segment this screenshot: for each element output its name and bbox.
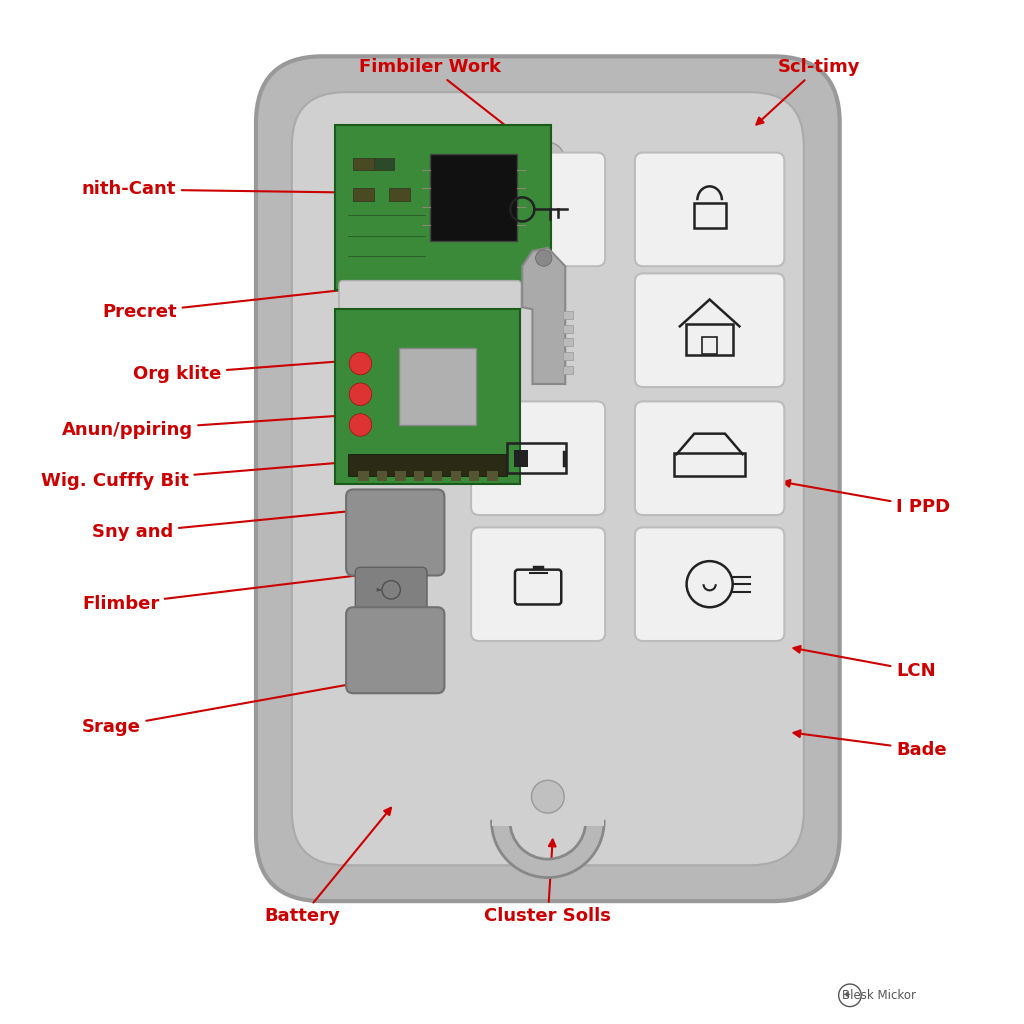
FancyBboxPatch shape xyxy=(563,352,573,360)
FancyBboxPatch shape xyxy=(469,471,479,481)
FancyBboxPatch shape xyxy=(492,796,604,826)
Text: Wig. Cufffy Bit: Wig. Cufffy Bit xyxy=(41,454,420,490)
FancyBboxPatch shape xyxy=(635,153,784,266)
Text: Fimbiler Work: Fimbiler Work xyxy=(359,57,544,156)
Circle shape xyxy=(349,414,372,436)
Text: Sny and: Sny and xyxy=(92,502,420,542)
FancyBboxPatch shape xyxy=(348,454,507,476)
Circle shape xyxy=(362,142,395,175)
Text: Bade: Bade xyxy=(794,730,946,759)
FancyBboxPatch shape xyxy=(563,311,573,319)
Circle shape xyxy=(349,352,372,375)
Text: Org klite: Org klite xyxy=(133,351,440,383)
FancyBboxPatch shape xyxy=(335,309,520,484)
Text: Anun/ppiring: Anun/ppiring xyxy=(61,408,425,439)
Text: Srage: Srage xyxy=(82,680,364,736)
FancyBboxPatch shape xyxy=(374,158,394,170)
FancyBboxPatch shape xyxy=(635,527,784,641)
FancyBboxPatch shape xyxy=(292,92,804,865)
Circle shape xyxy=(531,780,564,813)
FancyBboxPatch shape xyxy=(353,188,374,201)
FancyBboxPatch shape xyxy=(414,471,424,481)
Text: Scl-timy: Scl-timy xyxy=(757,57,861,125)
Polygon shape xyxy=(522,248,565,384)
Text: nith-Cant: nith-Cant xyxy=(82,180,492,199)
FancyBboxPatch shape xyxy=(514,450,528,467)
FancyBboxPatch shape xyxy=(430,154,517,241)
Text: LCN: LCN xyxy=(794,646,936,680)
FancyBboxPatch shape xyxy=(471,401,605,515)
FancyBboxPatch shape xyxy=(377,471,387,481)
FancyBboxPatch shape xyxy=(335,125,551,290)
Circle shape xyxy=(349,383,372,406)
FancyBboxPatch shape xyxy=(355,567,427,611)
FancyBboxPatch shape xyxy=(256,56,840,901)
FancyBboxPatch shape xyxy=(471,527,605,641)
FancyBboxPatch shape xyxy=(563,325,573,333)
FancyBboxPatch shape xyxy=(353,158,374,170)
FancyBboxPatch shape xyxy=(389,188,410,201)
FancyBboxPatch shape xyxy=(432,471,442,481)
FancyBboxPatch shape xyxy=(635,401,784,515)
Wedge shape xyxy=(492,821,604,878)
FancyBboxPatch shape xyxy=(346,607,444,693)
FancyBboxPatch shape xyxy=(395,471,406,481)
FancyBboxPatch shape xyxy=(563,338,573,346)
Text: Flimber: Flimber xyxy=(82,571,369,613)
Circle shape xyxy=(536,250,552,266)
FancyBboxPatch shape xyxy=(635,273,784,387)
Circle shape xyxy=(531,142,564,175)
FancyBboxPatch shape xyxy=(451,471,461,481)
FancyBboxPatch shape xyxy=(471,153,605,266)
Text: I PPD: I PPD xyxy=(783,480,950,516)
FancyBboxPatch shape xyxy=(563,366,573,374)
Text: ✦: ✦ xyxy=(843,990,851,1000)
Text: Precret: Precret xyxy=(102,274,461,322)
FancyBboxPatch shape xyxy=(339,281,521,311)
Text: Battery: Battery xyxy=(264,808,391,926)
Text: Cluster Solls: Cluster Solls xyxy=(484,840,611,926)
Text: Blesk Mickor: Blesk Mickor xyxy=(843,989,916,1001)
FancyBboxPatch shape xyxy=(487,471,498,481)
FancyBboxPatch shape xyxy=(346,489,444,575)
FancyBboxPatch shape xyxy=(358,471,369,481)
FancyBboxPatch shape xyxy=(399,348,476,425)
